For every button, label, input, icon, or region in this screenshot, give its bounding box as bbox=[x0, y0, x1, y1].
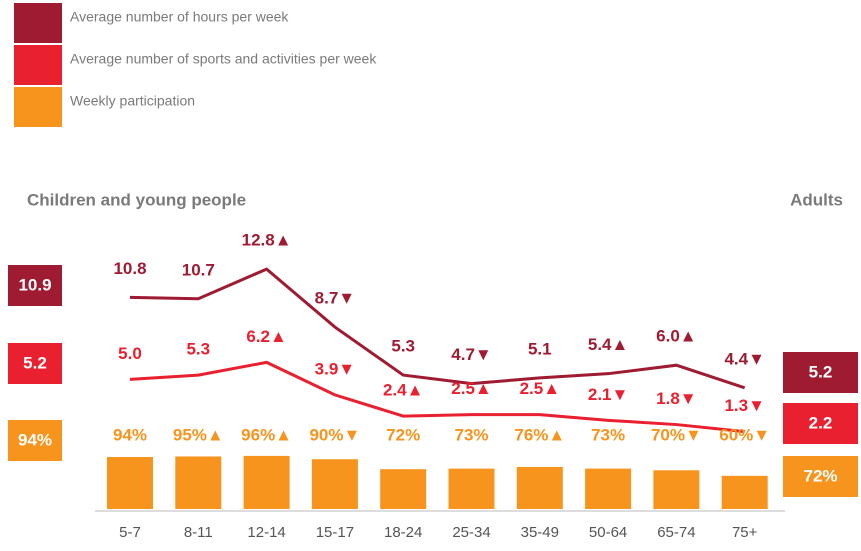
data-label: 1.8▼ bbox=[656, 389, 696, 408]
group-title: Children and young people bbox=[27, 190, 246, 209]
summary-label: 94% bbox=[18, 430, 52, 449]
summary-label: 2.2 bbox=[809, 413, 833, 432]
line bbox=[129, 360, 745, 434]
legend-swatch bbox=[14, 3, 62, 43]
data-label: 2.4▲ bbox=[383, 381, 423, 400]
data-label: 4.4▼ bbox=[724, 349, 764, 368]
x-tick-label: 75+ bbox=[732, 524, 758, 541]
data-label: 95%▲ bbox=[173, 425, 224, 444]
x-tick-label: 8-11 bbox=[184, 524, 213, 541]
data-label: 2.5▲ bbox=[520, 379, 560, 398]
data-label: 12.8▲ bbox=[242, 231, 292, 250]
data-label: 2.1▼ bbox=[588, 385, 628, 404]
data-label: 3.9▼ bbox=[315, 359, 355, 378]
legend-label: Average number of sports and activities … bbox=[70, 51, 377, 67]
bar bbox=[516, 466, 563, 509]
x-tick-label: 65-74 bbox=[657, 524, 695, 541]
data-label: 5.1 bbox=[528, 339, 552, 358]
summary-label: 72% bbox=[803, 466, 837, 485]
data-label: 10.8 bbox=[113, 259, 146, 278]
data-label: 5.3 bbox=[186, 340, 210, 359]
x-tick-label: 25-34 bbox=[452, 524, 490, 541]
data-label: 1.3▼ bbox=[724, 396, 764, 415]
bar bbox=[175, 456, 222, 509]
data-label: 73% bbox=[454, 425, 488, 444]
data-label: 72% bbox=[386, 425, 420, 444]
bar bbox=[243, 455, 290, 509]
summary-label: 10.9 bbox=[18, 275, 51, 294]
bar bbox=[721, 475, 768, 509]
data-label: 5.0 bbox=[118, 344, 142, 363]
summary-label: 5.2 bbox=[23, 353, 47, 372]
data-label: 10.7 bbox=[182, 260, 215, 279]
legend-label: Average number of hours per week bbox=[70, 9, 289, 25]
x-tick-label: 15-17 bbox=[316, 524, 354, 541]
data-label: 60%▼ bbox=[719, 425, 770, 444]
x-tick-label: 18-24 bbox=[384, 524, 422, 541]
legend-swatch bbox=[14, 87, 62, 127]
data-label: 90%▼ bbox=[309, 425, 360, 444]
data-label: 4.7▼ bbox=[451, 345, 491, 364]
summary-box bbox=[8, 265, 62, 306]
legend-label: Weekly participation bbox=[70, 93, 195, 109]
line bbox=[129, 267, 746, 390]
bar bbox=[380, 469, 427, 509]
summary-box bbox=[8, 343, 62, 384]
summary-box bbox=[8, 420, 62, 461]
summary-box bbox=[783, 352, 858, 393]
data-label: 73% bbox=[591, 425, 625, 444]
data-label: 94% bbox=[113, 425, 147, 444]
bar bbox=[585, 468, 632, 509]
data-label: 6.0▲ bbox=[656, 327, 696, 346]
legend-swatch bbox=[14, 45, 62, 85]
x-tick-label: 35-49 bbox=[521, 524, 559, 541]
summary-label: 5.2 bbox=[809, 362, 833, 381]
x-tick-label: 50-64 bbox=[589, 524, 627, 541]
summary-box bbox=[783, 456, 858, 497]
group-title: Adults bbox=[790, 190, 843, 209]
data-label: 2.5▲ bbox=[451, 379, 491, 398]
data-label: 70%▼ bbox=[651, 425, 702, 444]
bar bbox=[653, 470, 700, 509]
data-label: 76%▲ bbox=[514, 425, 565, 444]
x-tick-label: 5-7 bbox=[119, 524, 141, 541]
data-label: 5.3 bbox=[391, 337, 415, 356]
data-label: 96%▲ bbox=[241, 425, 292, 444]
bar bbox=[107, 457, 153, 509]
summary-box bbox=[783, 403, 858, 444]
data-label: 5.4▲ bbox=[588, 335, 628, 354]
bar bbox=[311, 459, 358, 509]
x-tick-label: 12-14 bbox=[247, 524, 285, 541]
data-label: 6.2▲ bbox=[246, 327, 286, 346]
bar bbox=[448, 468, 495, 509]
data-label: 8.7▼ bbox=[315, 289, 355, 308]
